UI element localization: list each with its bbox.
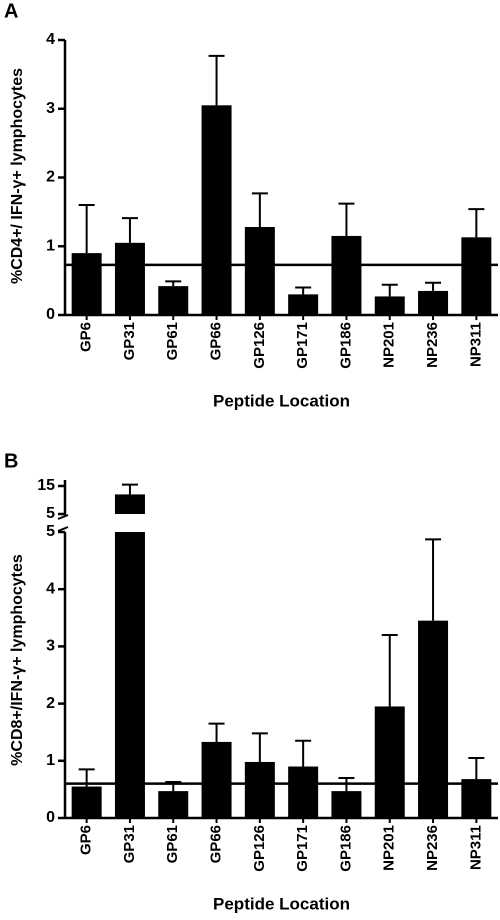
y-tick-label: 1 (46, 237, 55, 254)
bar (374, 706, 405, 818)
bar (331, 791, 362, 818)
x-tick-label: GP6 (78, 322, 95, 352)
x-tick-label: GP126 (251, 825, 268, 872)
y-tick-label: 3 (46, 100, 55, 117)
x-tick-label: GP171 (294, 322, 311, 369)
panel-label: B (4, 450, 18, 472)
y-tick-label: 5 (46, 523, 55, 540)
bar (418, 620, 449, 818)
x-tick-label: NP236 (424, 825, 441, 871)
bar (114, 242, 145, 315)
x-tick-label: GP61 (164, 322, 181, 360)
x-tick-label: GP171 (294, 825, 311, 872)
y-tick-label: 0 (46, 809, 55, 826)
bar (201, 105, 232, 315)
bar (288, 766, 319, 818)
y-tick-label: 2 (46, 695, 55, 712)
panel-label: A (4, 0, 18, 22)
y-axis-title: %CD8+/IFN-γ+ lymphocytes (9, 554, 26, 766)
y-axis-title: %CD4+/ IFN-γ+ lymphocytes (9, 68, 26, 284)
x-tick-label: GP66 (208, 825, 225, 863)
bar (244, 761, 275, 818)
y-tick-label: 15 (37, 477, 55, 494)
y-tick-label: 4 (46, 31, 55, 48)
x-tick-label: GP31 (121, 322, 138, 360)
x-tick-label: GP31 (121, 825, 138, 863)
x-tick-label: NP311 (467, 322, 484, 367)
x-tick-label: NP236 (424, 322, 441, 368)
x-tick-label: NP201 (381, 322, 398, 368)
bar (244, 227, 275, 315)
axis-break (57, 526, 69, 532)
bar-upper (114, 494, 145, 514)
bar (331, 235, 362, 315)
x-tick-label: GP61 (164, 825, 181, 863)
bar (461, 779, 492, 818)
bar (71, 786, 102, 818)
y-tick-label: 3 (46, 638, 55, 655)
x-tick-label: GP126 (251, 322, 268, 369)
y-tick-label: 0 (46, 306, 55, 323)
bar (71, 253, 102, 315)
bar (288, 294, 319, 315)
bar (461, 237, 492, 315)
x-axis-title: Peptide Location (213, 391, 350, 410)
x-tick-label: GP186 (337, 322, 354, 369)
x-axis-title: Peptide Location (213, 894, 350, 913)
bar (201, 741, 232, 818)
x-tick-label: GP6 (78, 825, 95, 855)
bar (114, 532, 145, 818)
x-tick-label: GP186 (337, 825, 354, 872)
axis-break (57, 514, 69, 520)
bar (158, 791, 189, 818)
bar (374, 296, 405, 315)
y-tick-label: 1 (46, 752, 55, 769)
y-tick-label: 5 (46, 505, 55, 522)
x-tick-label: NP311 (467, 825, 484, 870)
bar (158, 286, 189, 315)
y-tick-label: 4 (46, 580, 55, 597)
y-tick-label: 2 (46, 169, 55, 186)
x-tick-label: GP66 (208, 322, 225, 360)
bar (418, 290, 449, 315)
x-tick-label: NP201 (381, 825, 398, 871)
